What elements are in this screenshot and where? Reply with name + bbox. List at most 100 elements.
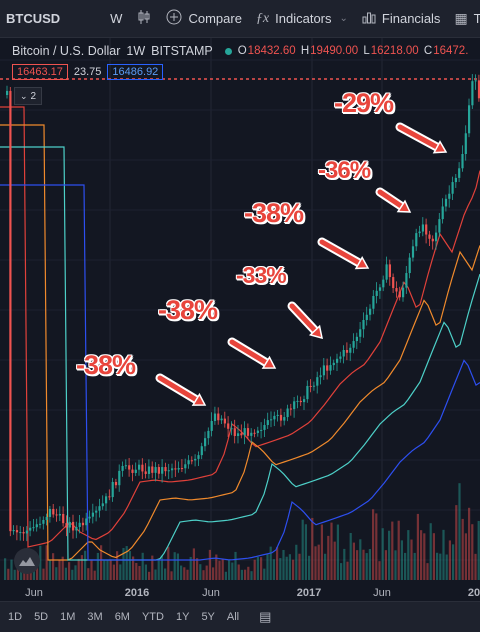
volume-bar (208, 549, 211, 580)
candle-body (151, 466, 154, 473)
volume-bar (231, 562, 234, 580)
ask-price[interactable]: 16486.92 (107, 64, 164, 80)
timeframe-1d[interactable]: 1D (8, 611, 23, 623)
candle-body (58, 513, 61, 516)
moving-average-line (0, 146, 480, 561)
volume-bar (45, 545, 48, 580)
candle-body (322, 365, 325, 376)
compare-plus-icon (166, 9, 182, 28)
timeframe-5y[interactable]: 5Y (201, 611, 215, 623)
candle-body (233, 428, 236, 437)
volume-bar (429, 523, 432, 580)
symbol-label: BTCUSD (6, 11, 61, 26)
timeframe-5d[interactable]: 5D (34, 611, 49, 623)
candle-body (273, 415, 276, 420)
timeframe-1m[interactable]: 1M (60, 611, 76, 623)
candle-body (388, 264, 391, 278)
compare-button[interactable]: Compare (159, 0, 248, 38)
timeframe-3m[interactable]: 3M (87, 611, 103, 623)
candle-body (270, 419, 273, 421)
go-to-date-icon[interactable]: ▤ (259, 609, 272, 624)
financials-button[interactable]: Financials (355, 0, 448, 38)
volume-bar (407, 530, 410, 580)
candle-body (362, 319, 365, 330)
volume-bar (7, 568, 10, 580)
time-axis-label: 2017 (297, 587, 321, 599)
candle-body (253, 432, 256, 434)
arrow-head (308, 324, 323, 340)
symbol-search[interactable]: BTCUSD (0, 0, 67, 38)
candle-body (197, 455, 200, 459)
volume-bar (343, 548, 346, 580)
time-axis-label: Jun (373, 587, 391, 599)
candle-body (32, 527, 35, 529)
candle-body (468, 105, 471, 134)
volume-bar (391, 521, 394, 580)
drawdown-annotation: -38% (158, 295, 218, 325)
candle-body (25, 530, 28, 534)
candle-body (421, 224, 424, 232)
timeframe-6m[interactable]: 6M (114, 611, 130, 623)
candle-body (415, 233, 418, 247)
candle-body (461, 154, 464, 169)
candle-body (154, 467, 157, 473)
candle-body (177, 468, 180, 470)
candle-body (283, 417, 286, 421)
candle-body (392, 277, 395, 289)
bid-price[interactable]: 16463.17 (12, 64, 68, 80)
candle-body (171, 468, 174, 471)
candle-body (65, 523, 68, 528)
indicators-button[interactable]: ƒx Indicators ⌄ (249, 0, 355, 38)
interval-button[interactable]: W (103, 0, 129, 38)
timeframe-all[interactable]: All (226, 611, 240, 623)
volume-bar (215, 554, 218, 580)
volume-bar (317, 544, 320, 580)
volume-bar (266, 553, 269, 580)
indicators-collapse-button[interactable]: ⌄ 2 (14, 87, 42, 105)
chevron-down-icon: ⌄ (19, 90, 28, 101)
volume-bar (250, 571, 253, 580)
tradingview-logo-icon[interactable] (14, 548, 40, 574)
candle-body (279, 414, 283, 421)
volume-bar (228, 559, 231, 580)
truncated-toolbar-button[interactable]: ▦ Te (447, 0, 480, 38)
candle-body (217, 413, 220, 421)
timeframe-1y[interactable]: 1Y (175, 611, 190, 623)
volume-bar (183, 567, 186, 580)
volume-bar (292, 559, 295, 580)
volume-bar (279, 558, 282, 580)
truncated-label: Te (473, 11, 480, 26)
candle-body (276, 414, 279, 416)
financials-icon (362, 10, 376, 27)
candle-body (19, 532, 22, 534)
candle-body (161, 467, 164, 474)
volume-bar (260, 557, 263, 580)
volume-bar (474, 553, 477, 580)
candle-body (454, 177, 457, 183)
price-chart[interactable]: Jun 2016 Jun 2017 Jun 20 (0, 38, 480, 601)
candle-body (108, 496, 111, 498)
volume-bar (464, 533, 467, 580)
ohlc-values: O18432.60 H19490.00 L16218.00 C16472. (237, 45, 469, 57)
candle-body (382, 279, 385, 288)
volume-bar (420, 530, 423, 580)
volume-bar (58, 559, 61, 580)
candle-body (471, 81, 474, 106)
volume-bar (378, 561, 381, 580)
volume-bar (151, 555, 154, 580)
candle-body (398, 291, 401, 298)
chart-pane[interactable]: Jun 2016 Jun 2017 Jun 20 (0, 38, 480, 601)
candle-body (39, 523, 42, 525)
timeframe-ytd[interactable]: YTD (141, 611, 164, 623)
candle-body (134, 469, 137, 473)
open-value: 18432.60 (247, 45, 296, 57)
series-legend: Bitcoin / U.S. Dollar 1W BITSTAMP O18432… (12, 44, 480, 58)
volume-bar (452, 544, 455, 580)
volume-bar (269, 546, 272, 580)
time-axis-label: 20 (468, 587, 480, 599)
volume-bar (55, 567, 58, 580)
volume-bar (426, 563, 429, 580)
volume-bar (109, 559, 112, 580)
candle-body (372, 295, 375, 309)
chart-style-button[interactable] (129, 0, 159, 38)
